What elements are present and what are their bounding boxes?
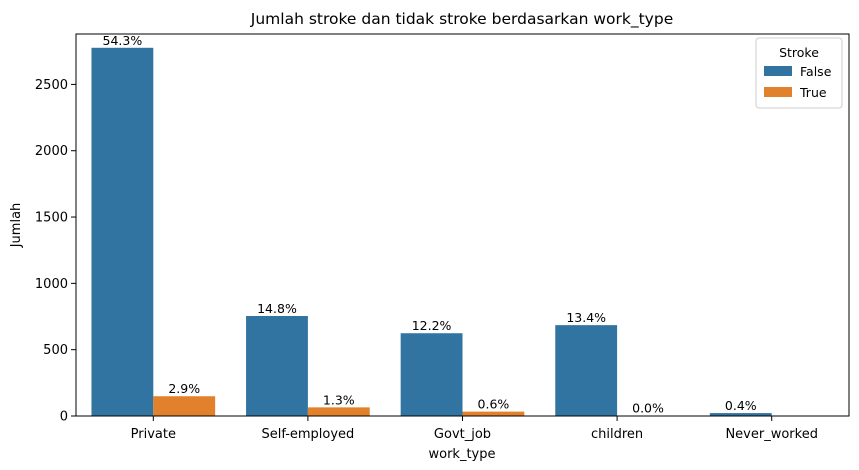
- bar-label-true-private: 2.9%: [168, 381, 200, 396]
- bar-false-private: [91, 47, 154, 417]
- bar-true-govt_job: [462, 411, 525, 416]
- legend-label-true: True: [799, 85, 827, 100]
- y-tick-label: 0: [60, 410, 68, 425]
- bars-layer: [91, 47, 772, 417]
- bar-label-false-private: 54.3%: [103, 33, 143, 48]
- x-axis-label: work_type: [429, 447, 496, 462]
- legend-title: Stroke: [779, 45, 819, 60]
- legend: Stroke False True: [755, 37, 843, 109]
- bar-label-true-children: 0.0%: [632, 401, 664, 416]
- bar-false-govt_job: [400, 333, 463, 416]
- bar-true-self-employed: [307, 407, 370, 416]
- bar-label-false-self-employed: 14.8%: [257, 301, 297, 316]
- bar-label-true-self-employed: 1.3%: [323, 392, 355, 407]
- x-tick-label: Govt_job: [434, 427, 491, 442]
- x-tick-label: Private: [131, 427, 176, 442]
- x-tick-label: children: [591, 427, 643, 442]
- x-tick-label: Never_worked: [725, 427, 818, 442]
- y-axis-label: Jumlah: [9, 203, 24, 249]
- bar-false-never_worked: [709, 413, 772, 416]
- y-tick-label: 2000: [35, 144, 68, 159]
- y-tick-label: 500: [43, 343, 68, 358]
- bar-false-children: [555, 325, 618, 416]
- bar-label-false-children: 13.4%: [566, 310, 606, 325]
- x-tick-label: Self-employed: [261, 427, 354, 442]
- legend-label-false: False: [800, 64, 832, 79]
- bar-label-false-never_worked: 0.4%: [725, 398, 757, 413]
- x-axis: Private Self-employed Govt_job children Neve…: [131, 416, 818, 442]
- y-tick-label: 1500: [35, 211, 68, 226]
- legend-swatch-true: [764, 87, 792, 97]
- bar-false-self-employed: [246, 315, 308, 416]
- bar-labels-layer: 54.3% 2.9% 14.8% 1.3% 12.2% 0.6% 13.4% 0.0% 0.4%: [103, 33, 757, 416]
- y-tick-label: 2500: [35, 78, 68, 93]
- legend-swatch-false: [764, 66, 792, 76]
- y-axis: 0 500 1000 1500 2000 2500: [35, 78, 76, 425]
- bar-label-false-govt_job: 12.2%: [412, 318, 452, 333]
- y-tick-label: 1000: [35, 277, 68, 292]
- bar-true-private: [153, 396, 216, 416]
- chart-title: Jumlah stroke dan tidak stroke berdasark…: [250, 10, 673, 29]
- bar-label-true-govt_job: 0.6%: [478, 397, 510, 412]
